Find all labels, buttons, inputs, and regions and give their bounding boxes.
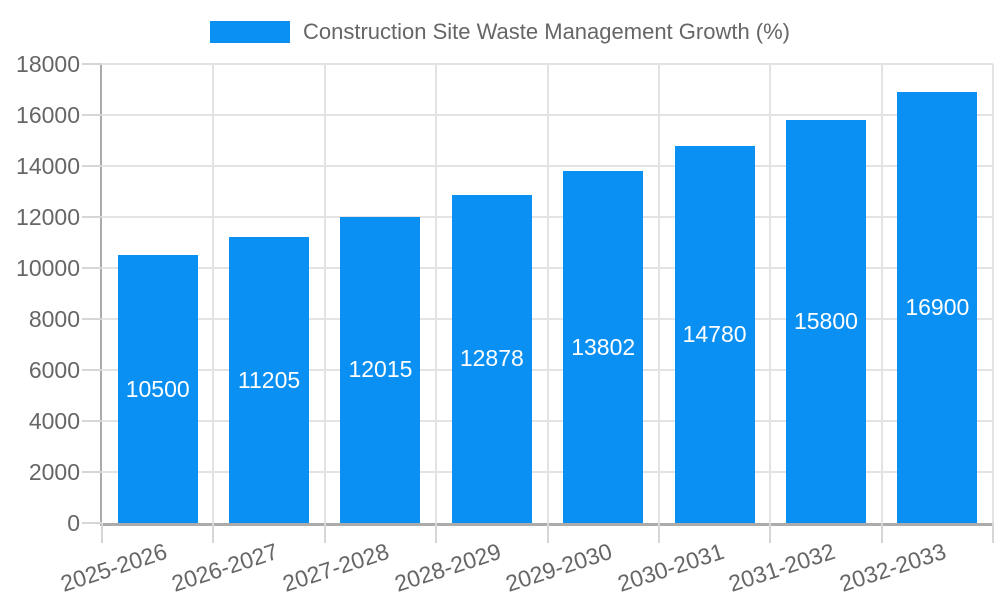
legend-swatch bbox=[209, 21, 290, 43]
bar[interactable]: 12878 bbox=[451, 194, 532, 523]
grid-line-vertical bbox=[546, 64, 549, 523]
y-tick-label: 12000 bbox=[16, 204, 80, 230]
grid-line-vertical bbox=[323, 64, 326, 523]
x-tick-label: 2028-2029 bbox=[391, 538, 504, 597]
bar-value-label: 16900 bbox=[905, 294, 970, 321]
grid-line-vertical bbox=[769, 64, 772, 523]
bar[interactable]: 11205 bbox=[229, 237, 310, 523]
bar[interactable]: 10500 bbox=[117, 255, 198, 523]
bar[interactable]: 15800 bbox=[785, 120, 866, 523]
grid-line-vertical bbox=[435, 64, 438, 523]
grid-line-vertical bbox=[212, 64, 215, 523]
x-axis-tick bbox=[657, 523, 660, 543]
y-tick-label: 2000 bbox=[28, 459, 80, 485]
y-tick-label: 18000 bbox=[16, 51, 80, 77]
y-tick-label: 16000 bbox=[16, 102, 80, 128]
x-tick-label: 2029-2030 bbox=[502, 538, 616, 597]
x-tick-label: 2031-2032 bbox=[725, 538, 838, 597]
y-tick-label: 4000 bbox=[28, 408, 80, 434]
bar[interactable]: 14780 bbox=[674, 146, 755, 523]
bar-value-label: 13802 bbox=[571, 333, 636, 360]
y-tick-label: 14000 bbox=[16, 153, 80, 179]
bar[interactable]: 12015 bbox=[340, 216, 421, 523]
y-tick-label: 0 bbox=[67, 510, 80, 536]
x-axis-tick bbox=[546, 523, 549, 543]
grid-line-vertical bbox=[880, 64, 883, 523]
x-axis-tick bbox=[992, 523, 994, 543]
plot-area: 10500 11205 12015 12878 13802 14780 15800 16900 bbox=[100, 63, 994, 526]
bar-value-label: 12015 bbox=[348, 356, 413, 383]
legend[interactable]: Construction Site Waste Management Growt… bbox=[0, 21, 1000, 43]
x-axis-tick bbox=[435, 523, 438, 543]
y-axis-tick bbox=[82, 267, 102, 269]
bar-value-label: 11205 bbox=[237, 366, 301, 393]
x-axis-tick bbox=[880, 523, 883, 543]
y-axis-tick bbox=[82, 420, 102, 422]
y-tick-label: 10000 bbox=[16, 255, 80, 281]
x-tick-label: 2025-2026 bbox=[57, 538, 170, 597]
y-tick-label: 6000 bbox=[28, 357, 80, 383]
y-axis-tick bbox=[82, 318, 102, 320]
bar-value-label: 15800 bbox=[793, 308, 858, 335]
y-axis-tick bbox=[82, 63, 102, 65]
legend-label: Construction Site Waste Management Growt… bbox=[302, 19, 791, 44]
y-axis-tick bbox=[82, 471, 102, 473]
bar[interactable]: 13802 bbox=[563, 171, 644, 523]
y-axis-tick bbox=[82, 114, 102, 116]
x-axis-tick bbox=[101, 523, 103, 543]
grid-line-vertical bbox=[992, 64, 994, 523]
bar-value-label: 12878 bbox=[459, 345, 524, 372]
x-tick-label: 2027-2028 bbox=[279, 538, 393, 597]
y-tick-label: 8000 bbox=[28, 306, 80, 332]
y-axis-tick bbox=[82, 522, 102, 524]
x-tick-label: 2032-2033 bbox=[836, 538, 950, 597]
bar-value-label: 10500 bbox=[125, 375, 190, 402]
x-axis-tick bbox=[212, 523, 215, 543]
grid-line-vertical bbox=[657, 64, 660, 523]
x-tick-label: 2030-2031 bbox=[613, 538, 727, 597]
x-axis-tick bbox=[769, 523, 772, 543]
x-axis-tick bbox=[323, 523, 326, 543]
bar[interactable]: 16900 bbox=[897, 92, 978, 523]
y-axis-tick bbox=[82, 216, 102, 218]
bar-value-label: 14780 bbox=[682, 321, 747, 348]
x-tick-label: 2026-2027 bbox=[168, 538, 282, 597]
y-axis-tick bbox=[82, 165, 102, 167]
y-axis-tick bbox=[82, 369, 102, 371]
